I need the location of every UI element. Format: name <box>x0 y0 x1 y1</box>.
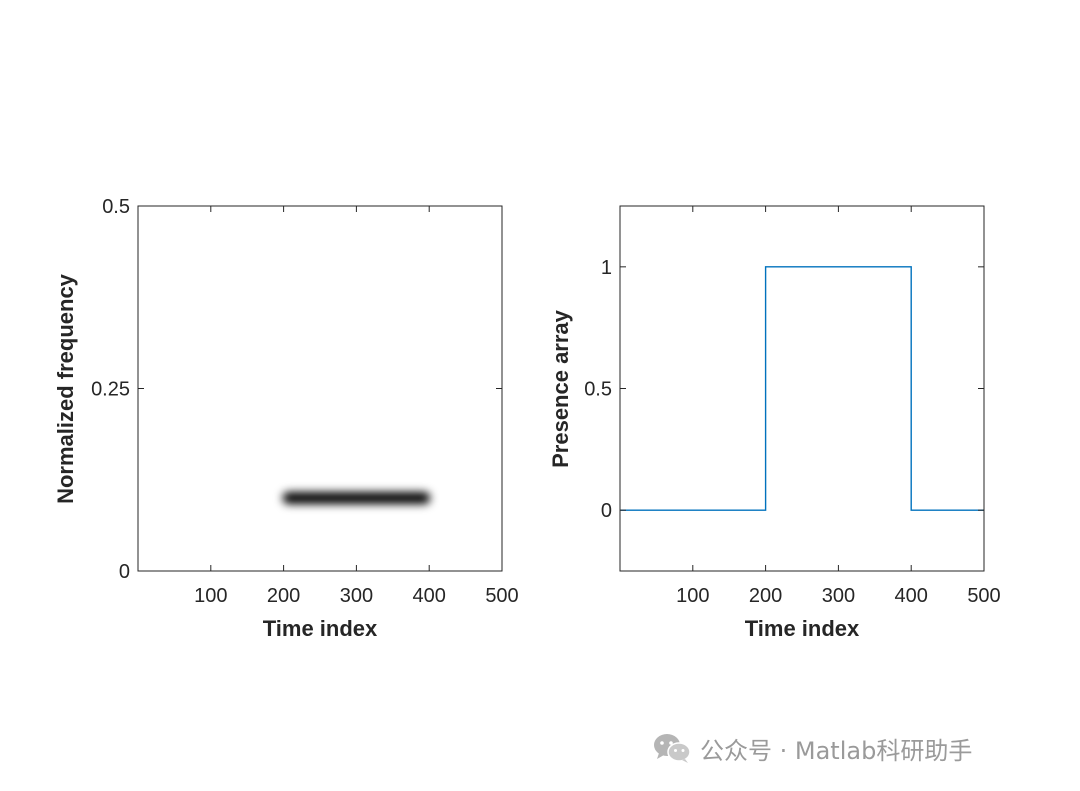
plot-area <box>138 206 502 571</box>
presence-line <box>620 266 984 511</box>
y-tick-label: 0.5 <box>102 196 130 218</box>
x-axis-label: Time index <box>263 616 378 641</box>
y-axis-label: Normalized frequency <box>53 273 78 504</box>
time-frequency-chart: 100 200 300 400 500 0 0.25 0.5 Time index Norma… <box>53 196 519 641</box>
y-tick-label: 0.5 <box>584 379 612 401</box>
watermark-text: 公众号 · Matlab科研助手 <box>700 736 973 765</box>
x-tick-label: 200 <box>267 585 300 607</box>
x-tick-label: 300 <box>340 585 373 607</box>
x-tick-label: 100 <box>194 585 227 607</box>
y-axis-label: Presence array <box>548 309 573 468</box>
tick-layer: 100 200 300 400 500 0 0.25 0.5 <box>91 196 519 607</box>
y-tick-label: 1 <box>601 257 612 279</box>
tick-layer: 100 200 300 400 500 0 0.5 1 <box>584 206 1001 607</box>
plot-area <box>620 206 984 571</box>
y-tick-label: 0.25 <box>91 379 130 401</box>
x-tick-label: 500 <box>967 585 1000 607</box>
series-layer <box>620 266 984 511</box>
x-axis-label: Time index <box>745 616 860 641</box>
y-tick-label: 0 <box>601 500 612 522</box>
wechat-icon <box>654 734 691 763</box>
x-tick-label: 100 <box>676 585 709 607</box>
watermark: 公众号 · Matlab科研助手 <box>652 730 972 766</box>
presence-array-chart: 100 200 300 400 500 0 0.5 1 Time index Presence… <box>548 205 1001 641</box>
energy-band <box>282 492 431 504</box>
x-tick-label: 200 <box>749 585 782 607</box>
x-tick-label: 400 <box>413 585 446 607</box>
x-tick-label: 500 <box>485 585 518 607</box>
x-tick-label: 300 <box>822 585 855 607</box>
energy-band-layer <box>282 492 431 504</box>
y-tick-label: 0 <box>119 561 130 583</box>
x-tick-label: 400 <box>895 585 928 607</box>
